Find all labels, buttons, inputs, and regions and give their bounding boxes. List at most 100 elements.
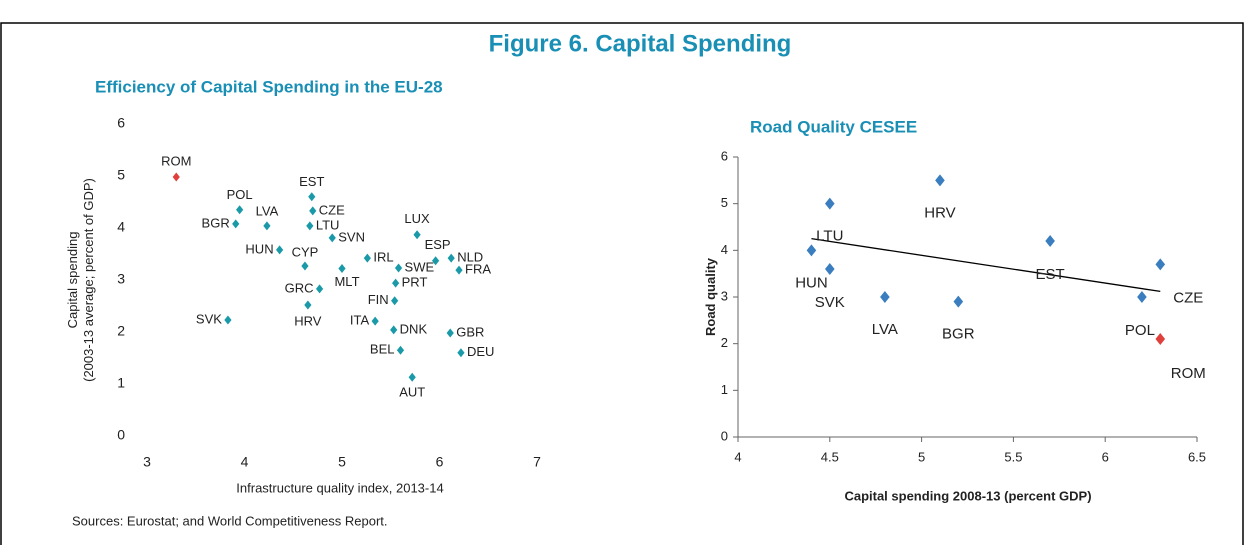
figure-title: Figure 6. Capital Spending — [489, 30, 792, 57]
y-tick-label: 2 — [721, 335, 728, 350]
x-tick-label: 3 — [143, 454, 151, 470]
point-label: BGR — [202, 215, 230, 230]
y-tick-label: 3 — [721, 288, 728, 303]
point-label: GBR — [456, 324, 484, 339]
point — [880, 291, 890, 303]
point-label: ITA — [350, 313, 370, 328]
point — [455, 265, 463, 275]
point — [446, 328, 454, 338]
y-axis-label-line: Capital spending — [65, 232, 80, 329]
point — [413, 230, 421, 240]
point — [390, 325, 398, 335]
point-label: DNK — [400, 321, 428, 336]
point-label: FIN — [368, 292, 389, 307]
x-tick-label: 7 — [533, 454, 541, 470]
point — [232, 219, 240, 229]
point — [315, 284, 324, 294]
point-label: LUX — [404, 211, 430, 226]
source: Sources: Eurostat; and World Competitive… — [72, 513, 388, 528]
point — [371, 316, 379, 326]
point — [1155, 258, 1166, 271]
x-tick-label: 5 — [918, 449, 925, 464]
point — [363, 253, 371, 263]
point-label: DEU — [467, 344, 494, 359]
y-tick-label: 1 — [721, 382, 728, 397]
y-tick-label: 0 — [117, 427, 125, 443]
y-tick-label: 4 — [721, 242, 728, 257]
point-label: HUN — [245, 241, 273, 256]
x-tick-label: 4 — [734, 449, 741, 464]
point-label: PRT — [402, 275, 428, 290]
point — [825, 197, 835, 210]
y-tick-label: 2 — [117, 323, 125, 339]
x-axis-label: Capital spending 2008-13 (percent GDP) — [844, 488, 1091, 503]
point-label: HRV — [924, 204, 955, 221]
point — [396, 345, 405, 355]
y-tick-label: 6 — [117, 115, 125, 131]
x-tick-label: 5.5 — [1004, 449, 1022, 464]
point-label: GRC — [285, 280, 314, 295]
point-label: HRV — [294, 313, 322, 328]
point-label: CYP — [292, 244, 319, 259]
point — [328, 233, 336, 243]
point — [392, 278, 400, 288]
point — [432, 256, 440, 266]
point-label: SWE — [405, 259, 435, 274]
y-tick-label: 3 — [117, 271, 125, 287]
point — [1137, 291, 1147, 303]
y-axis-label-line: Road quality — [703, 257, 718, 336]
x-tick-label: 4.5 — [821, 449, 839, 464]
point-label: EST — [1036, 266, 1065, 283]
point-label: NLD — [457, 250, 483, 265]
point-label: LVA — [872, 321, 898, 338]
point-label: SVN — [338, 229, 365, 244]
point-label: POL — [227, 187, 253, 202]
x-tick-label: 6.5 — [1188, 449, 1206, 464]
point-label: SVK — [196, 311, 222, 326]
chart-title: Efficiency of Capital Spending in the EU… — [95, 77, 443, 96]
point — [953, 295, 964, 308]
point-label: HUN — [795, 274, 828, 291]
point — [457, 348, 465, 358]
y-tick-label: 4 — [117, 219, 125, 235]
point — [825, 263, 835, 275]
point — [224, 315, 232, 325]
point-label: SVK — [815, 294, 845, 311]
y-tick-label: 6 — [721, 148, 728, 163]
point — [309, 206, 317, 216]
point-label: IRL — [373, 250, 393, 265]
point — [338, 264, 346, 274]
point — [806, 244, 817, 257]
point-label: LTU — [816, 228, 843, 245]
point-label: ROM — [1171, 365, 1206, 382]
point — [935, 174, 945, 187]
point-label: BGR — [942, 326, 975, 343]
x-tick-label: 4 — [241, 454, 249, 470]
x-tick-label: 6 — [1102, 449, 1109, 464]
point — [306, 221, 314, 231]
point-label: LTU — [316, 217, 340, 232]
point — [394, 263, 403, 273]
trend-line — [811, 238, 1161, 293]
point — [172, 172, 180, 182]
point — [276, 245, 284, 255]
point-label: LVA — [256, 203, 279, 218]
y-axis-label: Road quality — [703, 257, 718, 336]
point-label: ROM — [161, 153, 191, 168]
x-tick-label: 5 — [338, 454, 346, 470]
frame — [0, 22, 1244, 545]
point-label: EST — [299, 174, 324, 189]
point-label: BEL — [370, 342, 395, 357]
point — [236, 205, 244, 215]
point — [1045, 235, 1055, 247]
point-label: AUT — [399, 385, 425, 400]
chart-title: Road Quality CESEE — [750, 117, 917, 136]
point-label: POL — [1125, 322, 1155, 339]
point — [301, 261, 309, 271]
point — [447, 253, 455, 263]
y-tick-label: 0 — [721, 428, 728, 443]
point-label: FRA — [465, 262, 491, 277]
point — [391, 296, 399, 306]
y-tick-label: 5 — [721, 195, 728, 210]
